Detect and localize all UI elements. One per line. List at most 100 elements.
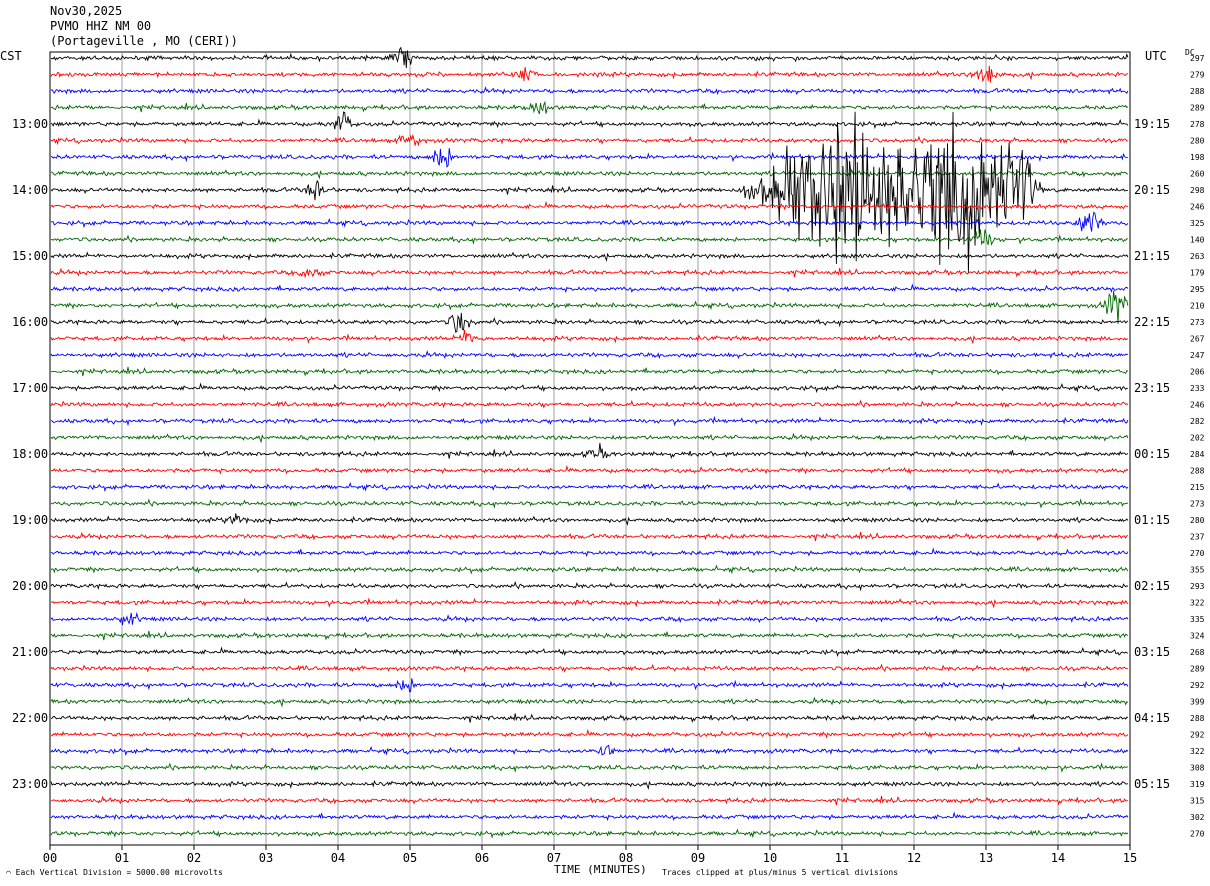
x-tick-label: 12 — [907, 851, 921, 865]
x-tick-label: 09 — [691, 851, 705, 865]
dc-column-label: DC — [1185, 48, 1195, 57]
dc-offset-label: 270 — [1190, 830, 1205, 839]
trace-line — [50, 442, 1129, 460]
dc-offset-label: 289 — [1190, 665, 1205, 674]
trace-line — [50, 399, 1129, 409]
dc-offset-label: 246 — [1190, 401, 1205, 410]
trace-line — [50, 646, 1128, 658]
right-hour-label: 05:15 — [1134, 777, 1170, 791]
left-hour-label: 19:00 — [12, 513, 48, 527]
scale-note-icon: ⌒ — [6, 868, 11, 877]
right-hour-label: 02:15 — [1134, 579, 1170, 593]
dc-offset-label: 279 — [1190, 71, 1205, 80]
left-hour-label: 18:00 — [12, 447, 48, 461]
left-hour-label: 14:00 — [12, 183, 48, 197]
station-code: PVMO HHZ NM 00 — [50, 19, 152, 33]
dc-offset-label: 273 — [1190, 500, 1205, 509]
right-hour-label: 04:15 — [1134, 711, 1170, 725]
trace-line — [50, 678, 1129, 693]
trace-line — [50, 728, 1129, 739]
trace-line — [50, 267, 1129, 279]
dc-offset-label: 263 — [1190, 252, 1205, 261]
trace-line — [50, 481, 1129, 493]
dc-offset-label: 215 — [1190, 483, 1205, 492]
dc-offset-label: 324 — [1190, 632, 1205, 641]
plot-date: Nov30,2025 — [50, 4, 123, 18]
dc-offset-label: 289 — [1190, 104, 1205, 113]
dc-offset-label: 273 — [1190, 318, 1205, 327]
x-tick-label: 14 — [1051, 851, 1065, 865]
trace-line — [50, 464, 1129, 475]
dc-offset-label: 268 — [1190, 648, 1205, 657]
left-hour-label: 23:00 — [12, 777, 48, 791]
dc-offset-label: 237 — [1190, 533, 1205, 542]
dc-offset-label: 284 — [1190, 450, 1205, 459]
x-tick-label: 13 — [979, 851, 993, 865]
trace-line — [50, 513, 1129, 526]
right-hour-label: 22:15 — [1134, 315, 1170, 329]
trace-line — [50, 762, 1128, 773]
trace-line — [50, 432, 1129, 444]
left-hour-label: 22:00 — [12, 711, 48, 725]
dc-offset-label: 308 — [1190, 764, 1205, 773]
dc-offset-label: 315 — [1190, 797, 1205, 806]
dc-offset-label: 295 — [1190, 285, 1205, 294]
x-axis-label: TIME (MINUTES) — [554, 863, 647, 876]
trace-line — [50, 382, 1129, 394]
left-hour-label: 21:00 — [12, 645, 48, 659]
dc-offset-label: 280 — [1190, 137, 1205, 146]
dc-offset-label: 270 — [1190, 549, 1205, 558]
x-tick-label: 10 — [763, 851, 777, 865]
trace-line — [50, 148, 1129, 168]
trace-line — [50, 329, 1128, 345]
dc-offset-label: 210 — [1190, 302, 1205, 311]
dc-offset-label: 260 — [1190, 170, 1205, 179]
trace-line — [50, 211, 1129, 232]
dc-offset-label: 280 — [1190, 516, 1205, 525]
trace-line — [50, 290, 1129, 325]
trace-line — [50, 133, 1129, 147]
trace-line — [50, 611, 1129, 625]
dc-offset-label: 247 — [1190, 351, 1205, 360]
right-hour-label: 00:15 — [1134, 447, 1170, 461]
trace-line — [50, 415, 1129, 427]
left-hour-label: 20:00 — [12, 579, 48, 593]
left-hour-label: 15:00 — [12, 249, 48, 263]
trace-line — [50, 630, 1129, 641]
x-tick-label: 01 — [115, 851, 129, 865]
dc-offset-label: 278 — [1190, 120, 1205, 129]
dc-offset-label: 293 — [1190, 582, 1205, 591]
x-tick-label: 00 — [43, 851, 57, 865]
dc-offset-label: 298 — [1190, 186, 1205, 195]
right-hour-label: 21:15 — [1134, 249, 1170, 263]
trace-line — [50, 283, 1129, 294]
x-tick-label: 11 — [835, 851, 849, 865]
trace-line — [50, 251, 1129, 262]
trace-line — [50, 86, 1129, 96]
clip-note: Traces clipped at plus/minus 5 vertical … — [662, 868, 899, 877]
dc-offset-label: 325 — [1190, 219, 1205, 228]
trace-line — [50, 366, 1129, 377]
trace-line — [50, 200, 1129, 211]
x-tick-label: 08 — [619, 851, 633, 865]
right-hour-label: 01:15 — [1134, 513, 1170, 527]
trace-line — [50, 498, 1129, 509]
trace-line — [50, 811, 1129, 822]
right-timezone-label: UTC — [1145, 49, 1167, 63]
trace-line — [50, 229, 1128, 246]
plot-header: Nov30,2025 PVMO HHZ NM 00 (Portageville … — [50, 4, 238, 49]
x-tick-label: 03 — [259, 851, 273, 865]
dc-offset-label: 198 — [1190, 153, 1205, 162]
x-tick-label: 06 — [475, 851, 489, 865]
plot-frame — [49, 51, 1131, 846]
x-tick-label: 05 — [403, 851, 417, 865]
dc-offset-label: 335 — [1190, 615, 1205, 624]
trace-line — [50, 46, 1129, 69]
trace-line — [50, 564, 1129, 575]
left-timezone-label: CST — [0, 49, 22, 63]
x-tick-label: 15 — [1123, 851, 1137, 865]
dc-offset-label: 179 — [1190, 269, 1205, 278]
right-hour-label: 03:15 — [1134, 645, 1170, 659]
trace-line — [50, 100, 1129, 115]
